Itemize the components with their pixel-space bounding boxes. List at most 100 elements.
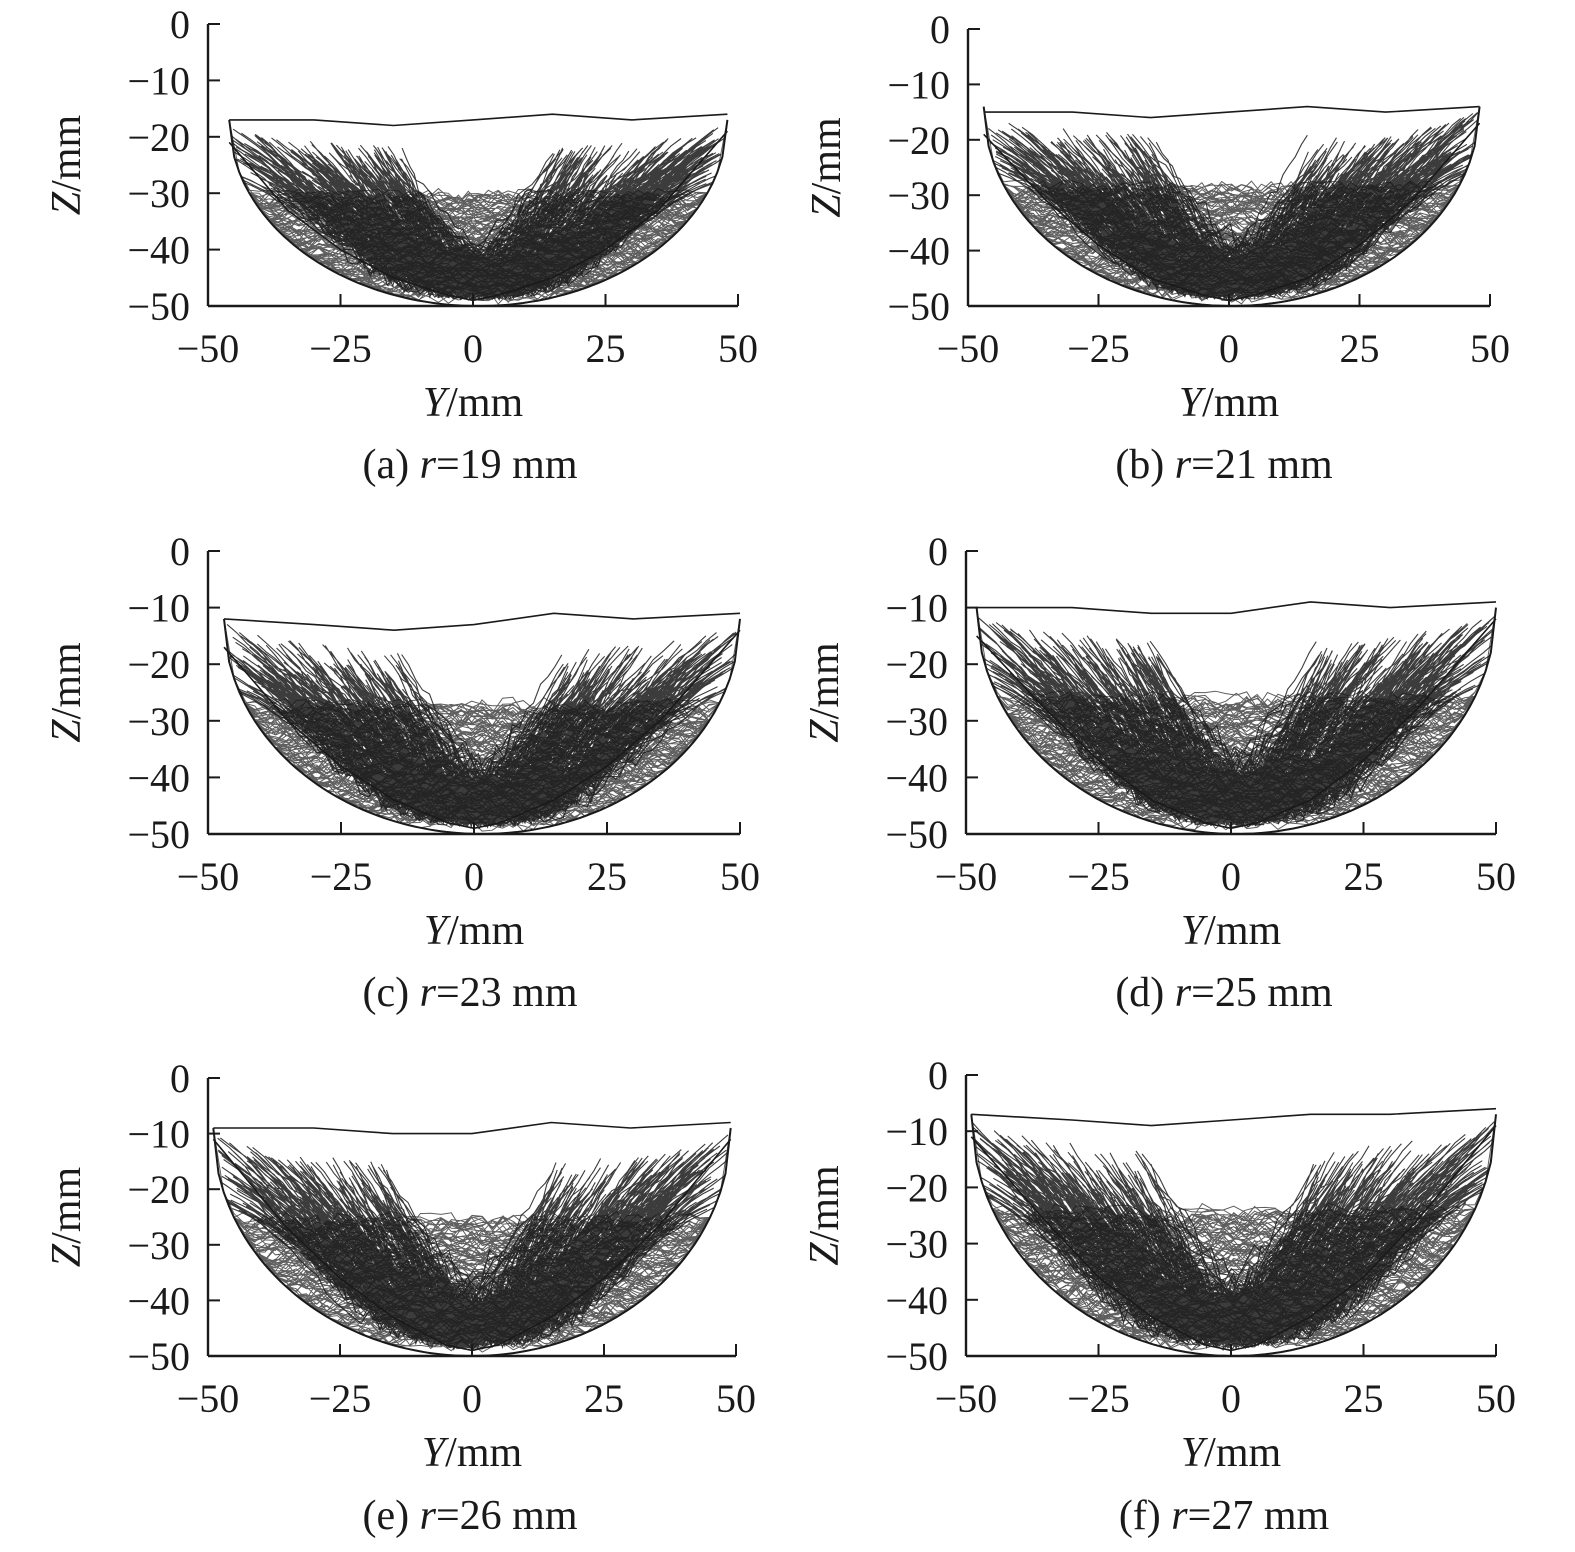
caption-prefix-d: (d) <box>1115 970 1174 1016</box>
x-axis-label-c: Y/mm <box>424 908 525 954</box>
trajectory-a <box>229 119 728 305</box>
caption-value-c: =23 mm <box>436 970 578 1016</box>
x-tick-label-f-2: 0 <box>1221 1376 1241 1421</box>
y-axis-label-var-d: Z <box>802 719 848 743</box>
panel-e: 0−10−20−30−40−50−50 −25 0 25 50Y/mmZ/mm(e) r… <box>44 1056 756 1539</box>
y-axis-label-var-c: Z <box>44 719 90 743</box>
x-tick-label-d-1: −25 <box>1067 854 1130 899</box>
y-axis-label-var-f: Z <box>802 1242 848 1266</box>
y-axis-label-unit-f: /mm <box>802 1165 848 1242</box>
y-tick-label-c-2: −20 <box>127 642 190 687</box>
y-axis-label-a: Z/mm <box>44 114 90 215</box>
x-axis-label-var-a: Y <box>423 380 451 426</box>
x-axis-label-unit-c: /mm <box>447 908 524 954</box>
caption-var-b: r <box>1175 442 1192 488</box>
y-axis-label-unit-a: /mm <box>44 114 90 191</box>
x-tick-label-d-3: 25 <box>1344 854 1384 899</box>
y-axis-label-d: Z/mm <box>802 642 848 743</box>
y-tick-label-d-5: −50 <box>885 812 948 857</box>
x-tick-label-e-4: 50 <box>716 1376 756 1421</box>
y-tick-label-b-0: 0 <box>930 7 950 52</box>
y-tick-label-a-1: −10 <box>127 58 190 103</box>
x-tick-label-b-0: −50 <box>937 326 1000 371</box>
x-tick-label-b-1: −25 <box>1067 326 1130 371</box>
panel-c: 0−10−20−30−40−50−50 −25 0 25 50Y/mmZ/mm(c) r… <box>44 529 760 1016</box>
caption-f: (f) r=27 mm <box>1119 1493 1330 1539</box>
x-axis-label-var-c: Y <box>424 908 452 954</box>
y-tick-label-e-1: −10 <box>127 1112 190 1157</box>
x-tick-label-c-3: 25 <box>587 854 627 899</box>
y-tick-label-f-1: −10 <box>885 1109 948 1154</box>
x-axis-label-e: Y/mm <box>422 1430 523 1476</box>
panel-d: 0−10−20−30−40−50−50 −25 0 25 50Y/mmZ/mm(d) r… <box>802 529 1516 1016</box>
y-tick-label-b-3: −30 <box>887 173 950 218</box>
caption-e: (e) r=26 mm <box>362 1493 577 1539</box>
y-tick-label-c-0: 0 <box>170 529 190 574</box>
series-line-a-0 <box>229 113 728 127</box>
x-axis-label-var-d: Y <box>1181 908 1209 954</box>
y-tick-label-c-4: −40 <box>127 755 190 800</box>
y-tick-label-a-4: −40 <box>127 228 190 273</box>
x-axis-label-b: Y/mm <box>1179 380 1280 426</box>
y-tick-label-a-0: 0 <box>170 2 190 47</box>
y-axis-label-var-a: Z <box>44 191 90 215</box>
y-tick-label-d-4: −40 <box>885 755 948 800</box>
caption-d: (d) r=25 mm <box>1115 970 1333 1016</box>
x-axis-label-unit-f: /mm <box>1204 1430 1281 1476</box>
y-tick-label-e-0: 0 <box>170 1056 190 1101</box>
y-tick-label-d-0: 0 <box>928 529 948 574</box>
x-tick-label-b-2: 0 <box>1219 326 1239 371</box>
panel-a: 0−10−20−30−40−50−50 −25 0 25 50Y/mmZ/mm(a) r… <box>44 2 758 488</box>
caption-var-f: r <box>1171 1493 1188 1539</box>
trajectory-fill-a <box>229 119 728 305</box>
y-tick-label-e-4: −40 <box>127 1278 190 1323</box>
caption-var-e: r <box>420 1493 437 1539</box>
y-tick-label-d-1: −10 <box>885 586 948 631</box>
x-tick-label-c-0: −50 <box>177 854 240 899</box>
x-axis-label-var-b: Y <box>1179 380 1207 426</box>
caption-prefix-a: (a) <box>362 442 419 488</box>
caption-var-d: r <box>1175 970 1192 1016</box>
caption-prefix-e: (e) <box>362 1493 419 1539</box>
x-tick-label-a-2: 0 <box>463 326 483 371</box>
x-tick-label-f-1: −25 <box>1067 1376 1130 1421</box>
series-line-f-0 <box>971 1107 1497 1127</box>
y-tick-label-c-3: −30 <box>127 699 190 744</box>
trajectory-fill-c <box>224 618 740 832</box>
caption-value-d: =25 mm <box>1191 970 1333 1016</box>
x-tick-label-d-4: 50 <box>1476 854 1516 899</box>
y-tick-label-b-5: −50 <box>887 284 950 329</box>
y-tick-label-b-2: −20 <box>887 118 950 163</box>
y-tick-label-c-1: −10 <box>127 586 190 631</box>
y-tick-label-f-3: −30 <box>885 1222 948 1267</box>
x-tick-label-f-4: 50 <box>1476 1376 1516 1421</box>
x-axis-label-a: Y/mm <box>423 380 524 426</box>
x-tick-label-c-4: 50 <box>720 854 760 899</box>
x-tick-label-b-3: 25 <box>1340 326 1380 371</box>
y-tick-label-f-2: −20 <box>885 1165 948 1210</box>
y-tick-label-e-3: −30 <box>127 1223 190 1268</box>
caption-value-f: =27 mm <box>1188 1493 1330 1539</box>
series-line-b-0 <box>983 105 1480 119</box>
y-tick-label-c-5: −50 <box>127 812 190 857</box>
caption-prefix-b: (b) <box>1115 442 1174 488</box>
y-tick-label-b-1: −10 <box>887 62 950 107</box>
x-tick-label-c-1: −25 <box>310 854 373 899</box>
panel-f: 0−10−20−30−40−50−50 −25 0 25 50Y/mmZ/mm(f) r… <box>802 1053 1516 1539</box>
x-tick-label-e-3: 25 <box>584 1376 624 1421</box>
y-tick-label-f-0: 0 <box>928 1053 948 1098</box>
x-axis-label-unit-d: /mm <box>1204 908 1281 954</box>
y-tick-label-f-5: −50 <box>885 1334 948 1379</box>
y-tick-label-a-2: −20 <box>127 115 190 160</box>
caption-c: (c) r=23 mm <box>362 970 577 1016</box>
x-tick-label-e-1: −25 <box>309 1376 372 1421</box>
trajectory-e <box>213 1127 731 1353</box>
trajectory-c <box>224 618 740 832</box>
panel-b: 0−10−20−30−40−50−50 −25 0 25 50Y/mmZ/mm(b) r… <box>804 7 1510 488</box>
x-axis-label-unit-e: /mm <box>445 1430 522 1476</box>
x-axis-label-unit-b: /mm <box>1202 380 1279 426</box>
series-line-d-0 <box>976 601 1497 615</box>
caption-b: (b) r=21 mm <box>1115 442 1333 488</box>
